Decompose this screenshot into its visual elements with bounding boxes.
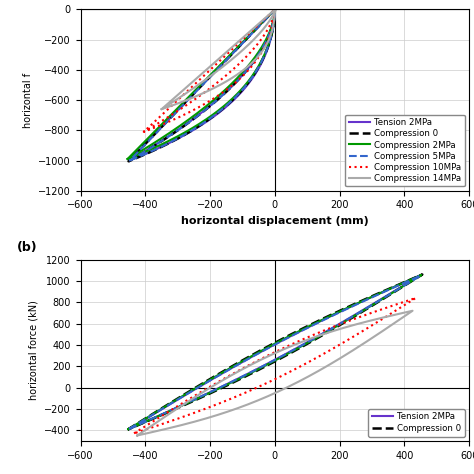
Legend: Tension 2MPa, Compression 0: Tension 2MPa, Compression 0 — [368, 409, 465, 437]
X-axis label: horizontal displacement (mm): horizontal displacement (mm) — [181, 216, 369, 226]
Text: (b): (b) — [17, 241, 37, 254]
Y-axis label: horizontal f: horizontal f — [23, 73, 33, 128]
Y-axis label: horizontal force (kN): horizontal force (kN) — [29, 300, 39, 400]
Legend: Tension 2MPa, Compression 0, Compression 2MPa, Compression 5MPa, Compression 10M: Tension 2MPa, Compression 0, Compression… — [345, 115, 465, 186]
